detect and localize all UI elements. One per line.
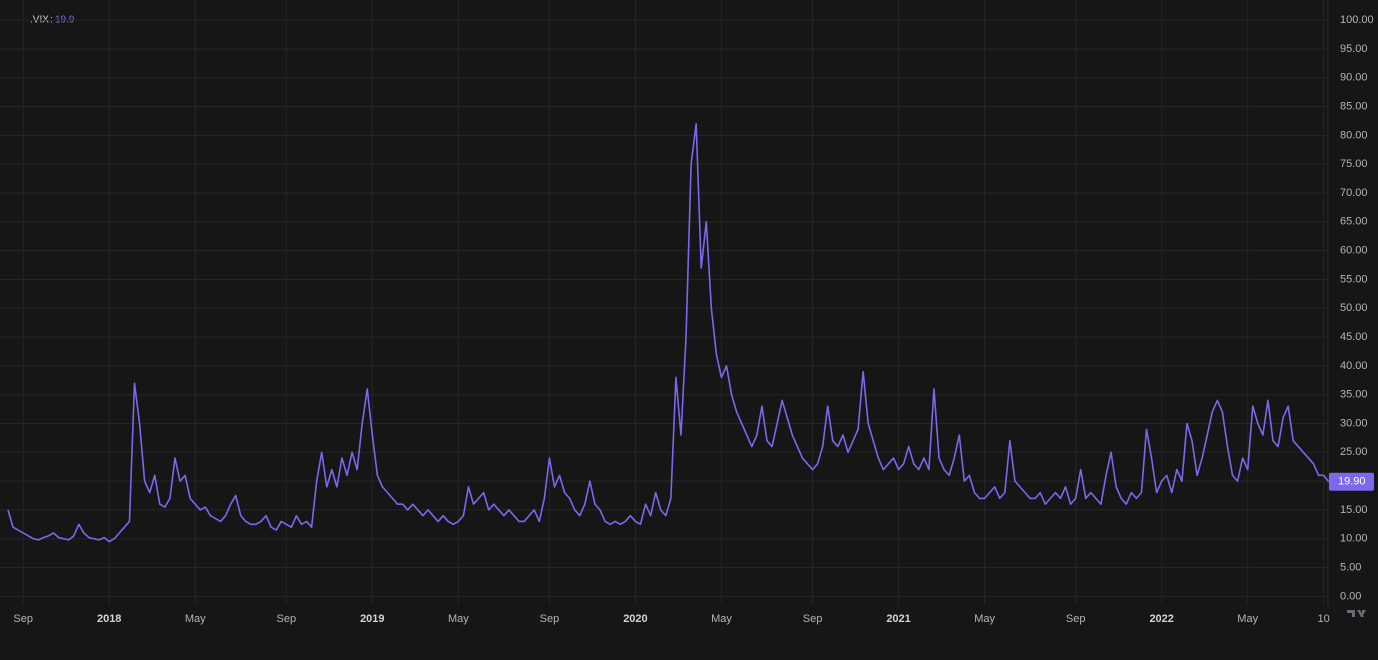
x-tick-label: 2022 bbox=[1149, 613, 1173, 625]
x-tick-label: Sep bbox=[13, 613, 33, 625]
y-tick-label: 30.00 bbox=[1340, 417, 1368, 429]
y-tick-label: 55.00 bbox=[1340, 273, 1368, 285]
y-tick-label: 10.00 bbox=[1340, 533, 1368, 545]
y-tick-label: 75.00 bbox=[1340, 158, 1368, 170]
x-tick-label: 10 bbox=[1317, 613, 1329, 625]
x-tick-label: Sep bbox=[803, 613, 823, 625]
y-tick-label: 40.00 bbox=[1340, 360, 1368, 372]
y-tick-label: 95.00 bbox=[1340, 43, 1368, 55]
logo bbox=[1347, 610, 1366, 617]
x-tick-label: 2021 bbox=[886, 613, 910, 625]
x-tick-label: May bbox=[974, 613, 995, 625]
y-tick-label: 60.00 bbox=[1340, 245, 1368, 257]
x-tick-label: May bbox=[1237, 613, 1258, 625]
y-tick-label: 5.00 bbox=[1340, 561, 1361, 573]
x-tick-label: May bbox=[185, 613, 206, 625]
x-tick-label: 2018 bbox=[97, 613, 121, 625]
y-tick-label: 50.00 bbox=[1340, 302, 1368, 314]
y-tick-label: 15.00 bbox=[1340, 504, 1368, 516]
y-tick-label: 0.00 bbox=[1340, 590, 1361, 602]
y-tick-label: 85.00 bbox=[1340, 101, 1368, 113]
y-tick-label: 80.00 bbox=[1340, 129, 1368, 141]
x-tick-label: Sep bbox=[1066, 613, 1086, 625]
y-tick-label: 100.00 bbox=[1340, 14, 1374, 26]
y-tick-label: 70.00 bbox=[1340, 187, 1368, 199]
x-tick-label: May bbox=[448, 613, 469, 625]
x-tick-label: 2019 bbox=[360, 613, 384, 625]
y-tick-label: 25.00 bbox=[1340, 446, 1368, 458]
x-tick-label: May bbox=[711, 613, 732, 625]
x-tick-label: Sep bbox=[540, 613, 560, 625]
x-tick-label: Sep bbox=[277, 613, 297, 625]
y-tick-label: 45.00 bbox=[1340, 331, 1368, 343]
y-tick-label: 90.00 bbox=[1340, 72, 1368, 84]
x-tick-label: 2020 bbox=[623, 613, 647, 625]
y-tick-label: 35.00 bbox=[1340, 389, 1368, 401]
y-tick-label: 65.00 bbox=[1340, 216, 1368, 228]
last-price-box bbox=[1329, 472, 1374, 491]
price-line bbox=[7, 123, 1330, 543]
last-price-label: 19.90 bbox=[1338, 476, 1366, 488]
